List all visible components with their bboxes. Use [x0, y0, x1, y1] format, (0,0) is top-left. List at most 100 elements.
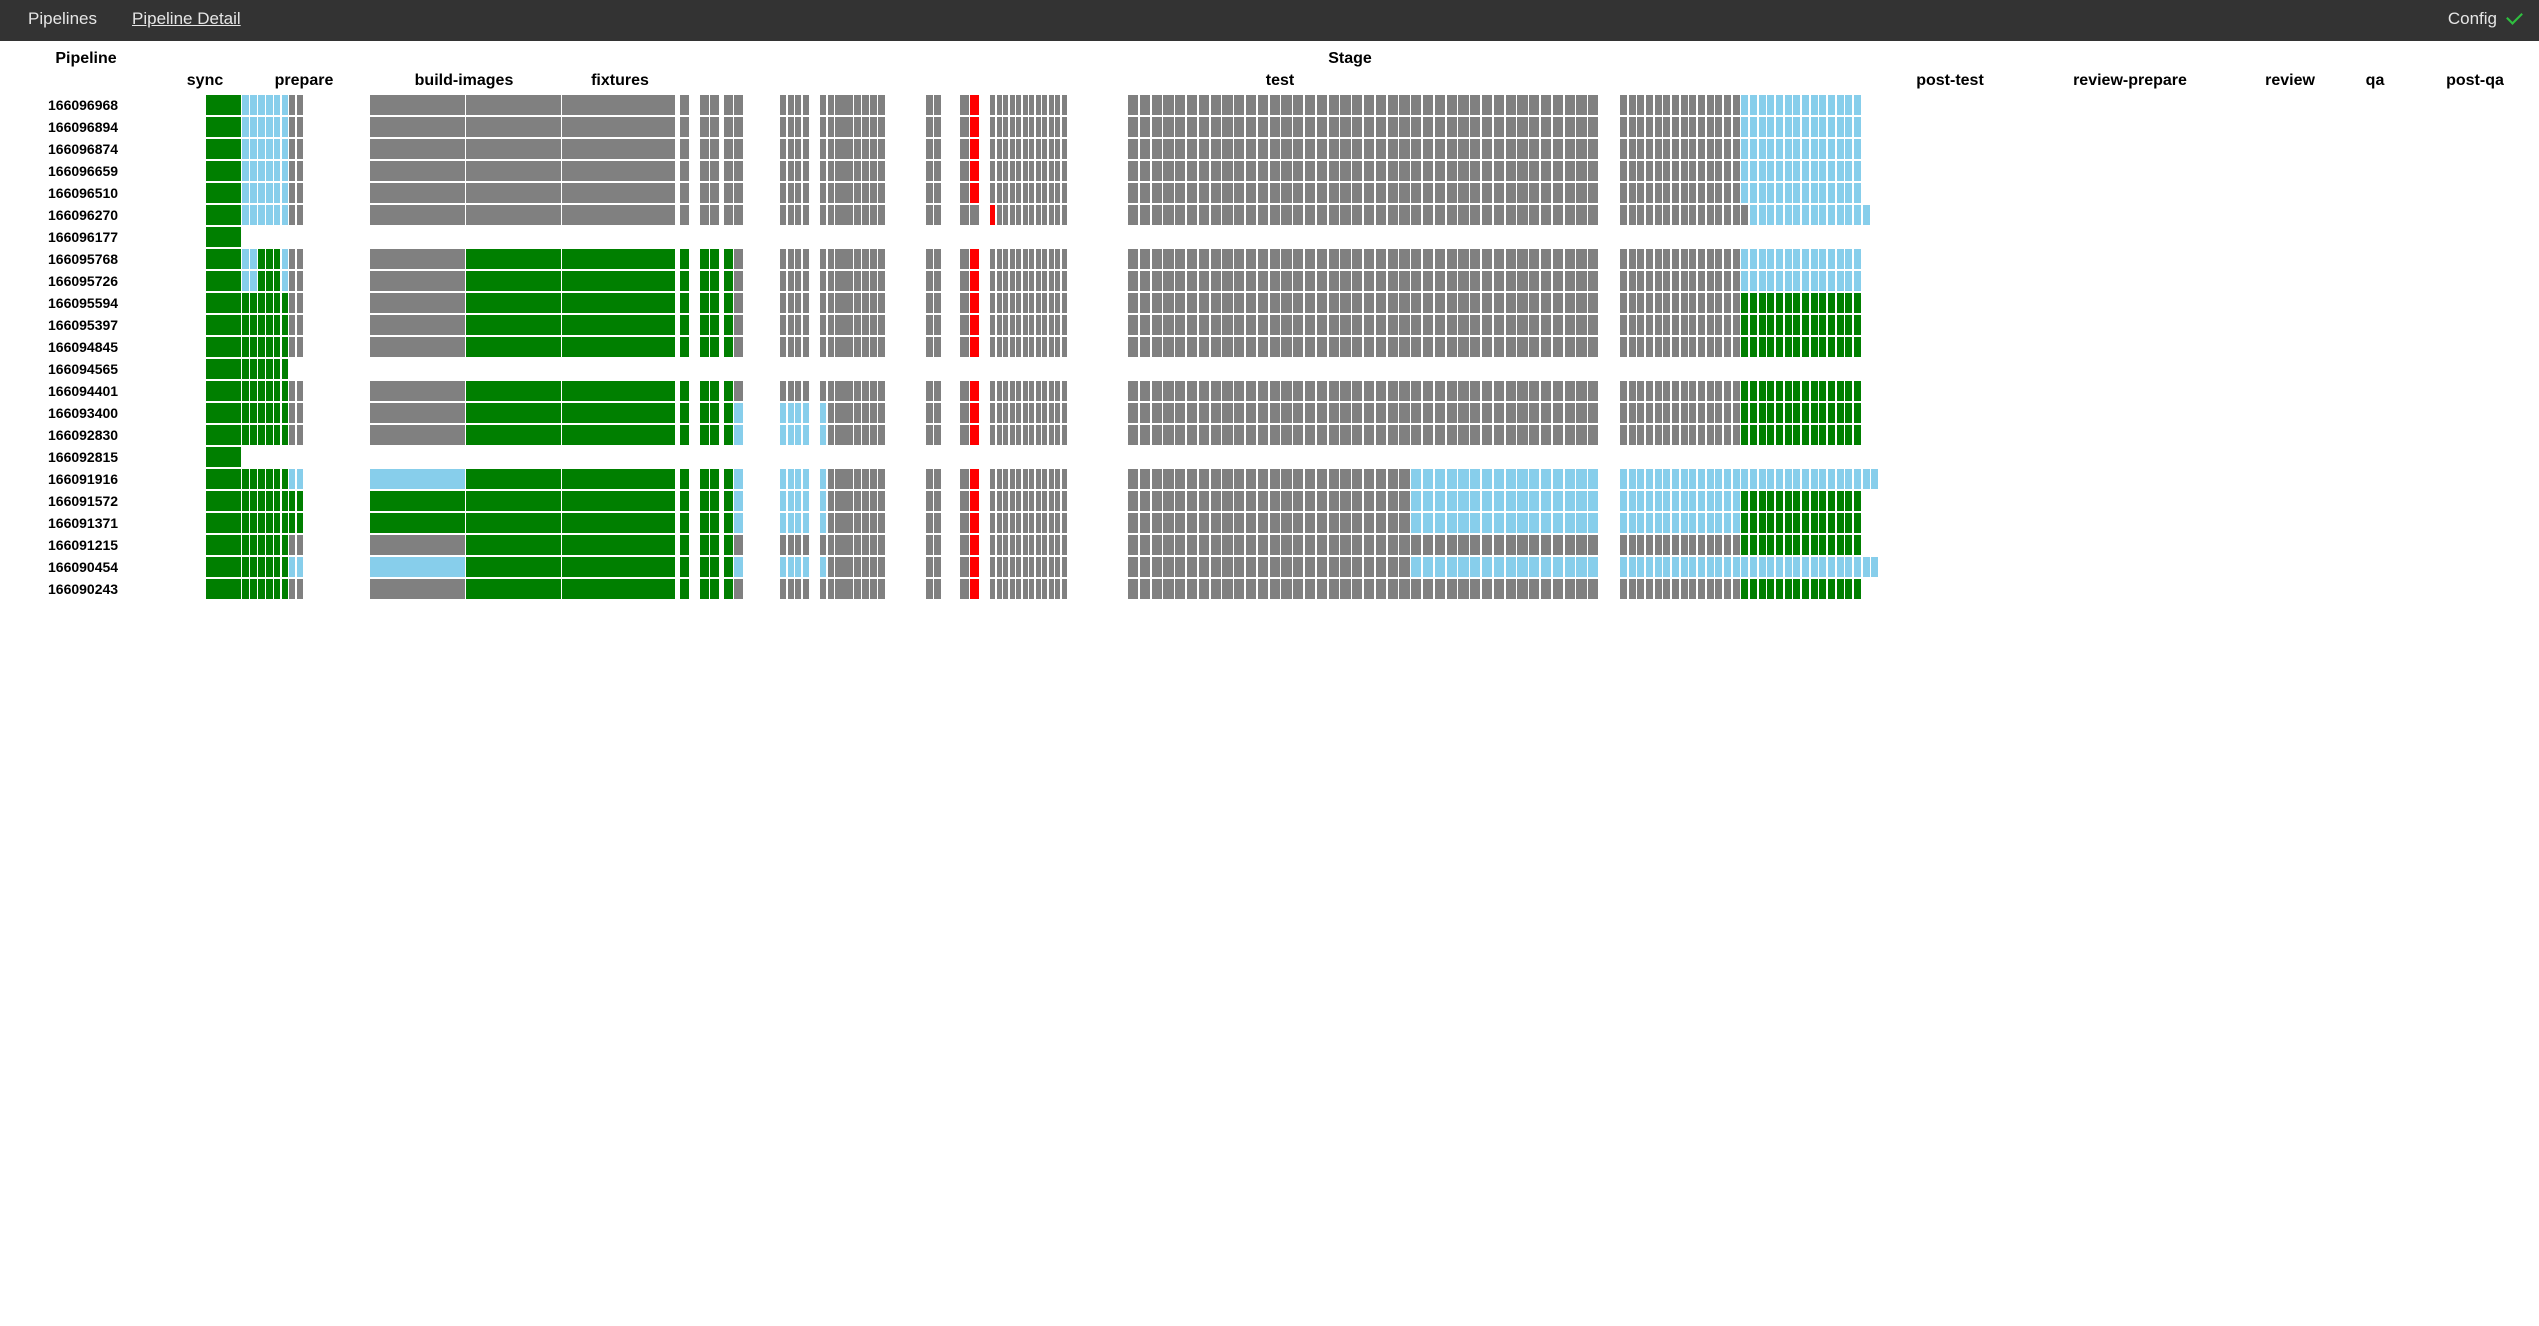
job-cell-skipped[interactable] — [1654, 117, 1662, 137]
job-cell-success[interactable] — [700, 557, 709, 577]
job-cell-skipped[interactable] — [1222, 425, 1233, 445]
job-cell-skipped[interactable] — [1698, 139, 1706, 159]
job-cell-skipped[interactable] — [854, 557, 861, 577]
job-cell-skipped[interactable] — [1493, 139, 1505, 159]
job-cell-skipped[interactable] — [1222, 95, 1233, 115]
job-cell-skipped[interactable] — [1198, 139, 1210, 159]
job-cell-skipped[interactable] — [1175, 513, 1186, 533]
job-cell-skipped[interactable] — [1663, 117, 1671, 137]
job-cell-skipped[interactable] — [1029, 513, 1034, 533]
job-cell-skipped[interactable] — [854, 271, 861, 291]
job-cell-manual[interactable] — [274, 183, 280, 203]
job-cell-failed[interactable] — [970, 183, 979, 203]
job-cell-skipped[interactable] — [1151, 469, 1162, 489]
job-cell-skipped[interactable] — [1316, 491, 1328, 511]
job-cell-success[interactable] — [1784, 535, 1792, 555]
job-cell-skipped[interactable] — [1541, 139, 1552, 159]
job-cell-skipped[interactable] — [700, 205, 709, 225]
job-cell-skipped[interactable] — [1529, 117, 1540, 137]
job-cell-skipped[interactable] — [990, 117, 995, 137]
job-cell-skipped[interactable] — [1576, 139, 1587, 159]
job-cell-skipped[interactable] — [1187, 271, 1198, 291]
job-cell-success[interactable] — [1810, 579, 1818, 599]
job-cell-skipped[interactable] — [1715, 535, 1723, 555]
job-cell-manual[interactable] — [780, 513, 786, 533]
job-cell-skipped[interactable] — [1340, 381, 1351, 401]
job-cell-manual[interactable] — [1767, 95, 1775, 115]
job-cell-skipped[interactable] — [1022, 315, 1028, 335]
job-cell-skipped[interactable] — [1222, 535, 1233, 555]
job-cell-skipped[interactable] — [1009, 403, 1015, 423]
job-cell-skipped[interactable] — [1055, 271, 1060, 291]
job-cell-skipped[interactable] — [1305, 161, 1316, 181]
job-cell-success[interactable] — [724, 557, 733, 577]
job-cell-skipped[interactable] — [1139, 249, 1151, 269]
job-cell-manual[interactable] — [1776, 183, 1784, 203]
job-cell-skipped[interactable] — [990, 579, 995, 599]
job-cell-success[interactable] — [710, 491, 719, 511]
job-cell-skipped[interactable] — [1399, 293, 1410, 313]
job-cell-manual[interactable] — [1446, 513, 1457, 533]
job-cell-skipped[interactable] — [1423, 403, 1434, 423]
job-cell-skipped[interactable] — [466, 117, 561, 137]
job-cell-skipped[interactable] — [1003, 315, 1008, 335]
job-cell-skipped[interactable] — [1375, 535, 1387, 555]
job-cell-success[interactable] — [1828, 425, 1836, 445]
job-cell-skipped[interactable] — [1698, 271, 1706, 291]
job-cell-skipped[interactable] — [1234, 535, 1245, 555]
job-cell-skipped[interactable] — [862, 249, 869, 269]
job-cell-manual[interactable] — [1482, 491, 1493, 511]
job-cell-manual[interactable] — [1672, 513, 1680, 533]
job-cell-skipped[interactable] — [1293, 469, 1304, 489]
job-cell-skipped[interactable] — [1411, 183, 1422, 203]
job-cell-skipped[interactable] — [370, 535, 465, 555]
job-cell-manual[interactable] — [1845, 183, 1853, 203]
job-cell-manual[interactable] — [1529, 557, 1540, 577]
job-cell-manual[interactable] — [242, 139, 249, 159]
job-cell-skipped[interactable] — [1715, 117, 1723, 137]
job-cell-skipped[interactable] — [1163, 535, 1174, 555]
job-cell-skipped[interactable] — [1281, 403, 1292, 423]
job-cell-skipped[interactable] — [289, 381, 295, 401]
job-cell-skipped[interactable] — [296, 315, 303, 335]
job-cell-success[interactable] — [724, 381, 733, 401]
job-cell-manual[interactable] — [1541, 491, 1552, 511]
job-cell-skipped[interactable] — [1163, 469, 1174, 489]
job-cell-skipped[interactable] — [787, 205, 794, 225]
job-cell-skipped[interactable] — [1016, 469, 1021, 489]
job-cell-skipped[interactable] — [1316, 425, 1328, 445]
job-cell-skipped[interactable] — [1016, 337, 1021, 357]
job-cell-skipped[interactable] — [1663, 403, 1671, 423]
job-cell-skipped[interactable] — [1387, 139, 1398, 159]
job-cell-skipped[interactable] — [780, 293, 786, 313]
job-cell-skipped[interactable] — [1293, 381, 1304, 401]
job-cell-skipped[interactable] — [296, 95, 303, 115]
job-cell-manual[interactable] — [250, 205, 257, 225]
job-cell-skipped[interactable] — [1305, 183, 1316, 203]
job-cell-skipped[interactable] — [1588, 337, 1599, 357]
job-cell-skipped[interactable] — [996, 271, 1002, 291]
job-cell-success[interactable] — [1845, 293, 1853, 313]
job-cell-skipped[interactable] — [1517, 337, 1528, 357]
job-cell-success[interactable] — [680, 579, 689, 599]
job-cell-skipped[interactable] — [370, 205, 465, 225]
job-cell-skipped[interactable] — [1175, 403, 1186, 423]
job-cell-skipped[interactable] — [1715, 161, 1723, 181]
job-cell-manual[interactable] — [281, 249, 288, 269]
job-cell-skipped[interactable] — [1257, 469, 1269, 489]
job-cell-skipped[interactable] — [1732, 337, 1740, 357]
job-cell-skipped[interactable] — [1672, 117, 1680, 137]
job-cell-skipped[interactable] — [1588, 579, 1599, 599]
job-cell-skipped[interactable] — [802, 337, 809, 357]
job-cell-skipped[interactable] — [710, 139, 719, 159]
job-cell-manual[interactable] — [1819, 469, 1827, 489]
job-cell-manual[interactable] — [1802, 249, 1810, 269]
job-cell-skipped[interactable] — [1234, 139, 1245, 159]
job-cell-skipped[interactable] — [1340, 315, 1351, 335]
job-cell-skipped[interactable] — [1035, 95, 1041, 115]
job-cell-skipped[interactable] — [1387, 293, 1398, 313]
job-cell-manual[interactable] — [1776, 249, 1784, 269]
job-cell-skipped[interactable] — [862, 95, 869, 115]
job-cell-skipped[interactable] — [1340, 95, 1351, 115]
job-cell-skipped[interactable] — [1016, 425, 1021, 445]
